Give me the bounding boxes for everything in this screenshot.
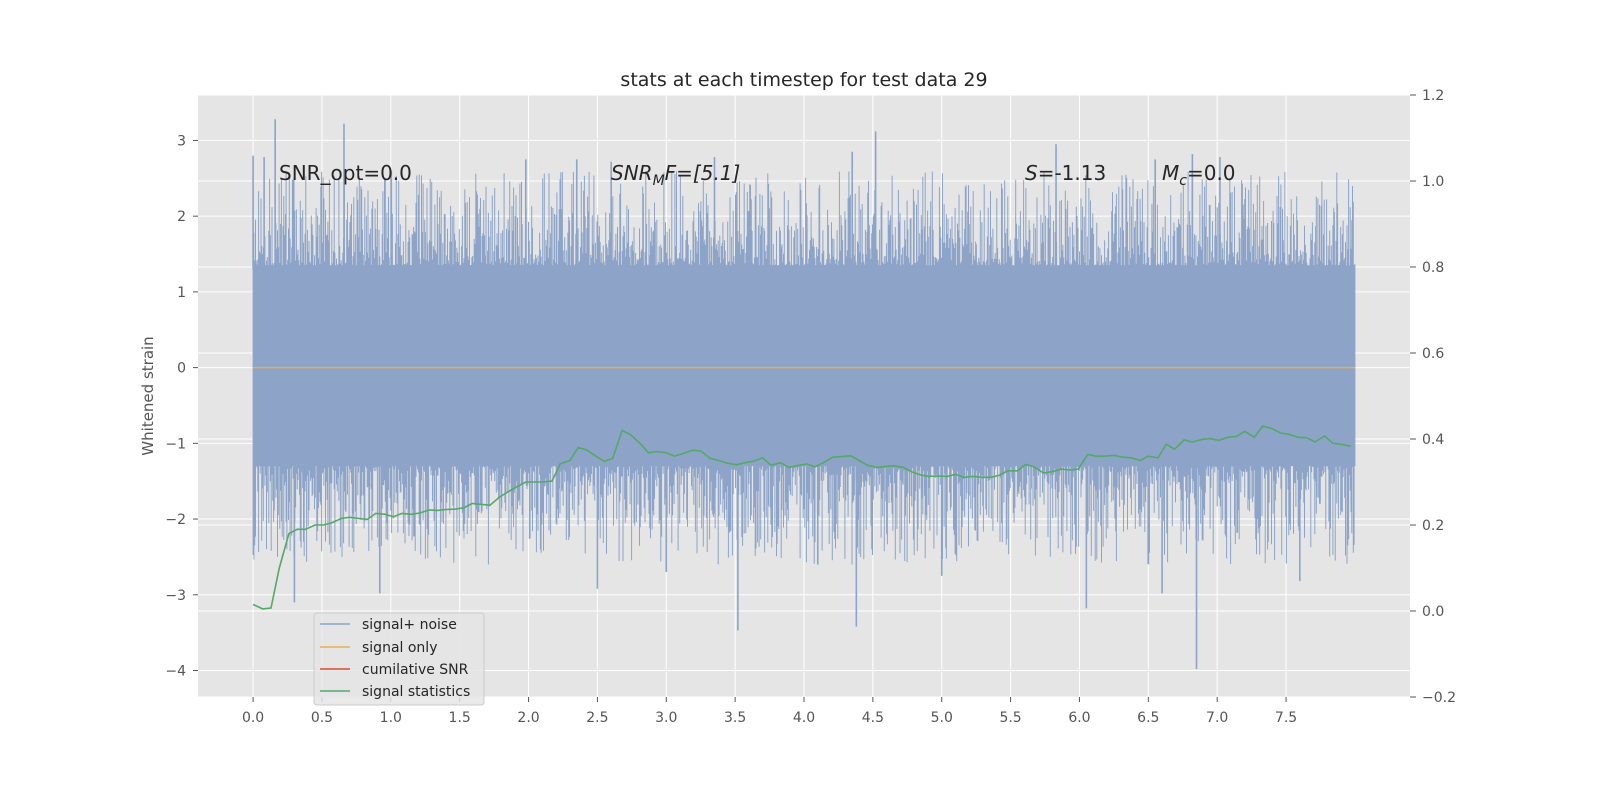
x-tick-label: 5.0: [931, 710, 953, 726]
snr-mf-main: SNR: [611, 161, 653, 185]
y-axis-left: −4 −3 −2 −1 0 1 2 3: [165, 133, 198, 679]
annotation-snr-opt: SNR_opt=0.0: [279, 161, 412, 185]
legend-label-noise: signal+ noise: [362, 617, 457, 633]
x-tick-label: 7.5: [1275, 710, 1297, 726]
y2-tick-label: 1.2: [1422, 88, 1444, 104]
y-tick-label: 3: [177, 133, 186, 149]
legend-box: [313, 612, 485, 706]
y2-tick-label: 1.0: [1422, 174, 1444, 190]
y-tick-label: −2: [165, 512, 186, 528]
y2-tick-label: 0.4: [1422, 432, 1444, 448]
mc-subscript: c: [1179, 173, 1187, 189]
legend-label-signal: signal only: [362, 640, 437, 656]
x-tick-label: 4.5: [862, 710, 884, 726]
y-tick-label: −3: [165, 588, 186, 604]
annotation-snr-mf: SNRMF=[5.1]: [611, 161, 740, 189]
x-tick-label: 6.0: [1068, 710, 1090, 726]
annotation-s: S=-1.13: [1025, 161, 1106, 185]
series-signal-statistics-line: [252, 425, 1351, 610]
y-tick-label: −1: [165, 436, 186, 452]
snr-mf-tail: F=[5.1]: [665, 161, 741, 185]
x-tick-label: 0.5: [311, 710, 333, 726]
legend-label-statistics: signal statistics: [362, 684, 470, 700]
x-tick-label: 3.5: [724, 710, 746, 726]
y-tick-label: 1: [177, 285, 186, 301]
x-tick-label: 6.5: [1137, 710, 1159, 726]
y2-tick-label: 0.8: [1422, 260, 1444, 276]
y-tick-label: 0: [177, 361, 186, 377]
x-tick-label: 7.0: [1206, 710, 1228, 726]
mc-value: =0.0: [1187, 161, 1236, 185]
legend: signal+ noise signal only cumilative SNR…: [313, 612, 485, 706]
annotation-mc: Mc=0.0: [1162, 161, 1236, 189]
y-tick-label: −4: [165, 663, 186, 679]
x-tick-label: 5.5: [999, 710, 1021, 726]
y-axis-label: Whitened strain: [139, 336, 157, 455]
y-axis-right: −0.2 0.0 0.2 0.4 0.6 0.8 1.0 1.2: [1410, 88, 1456, 706]
x-tick-label: 3.0: [655, 710, 677, 726]
snr-mf-subscript: M: [653, 173, 665, 189]
y-tick-label: 2: [177, 209, 186, 225]
mc-variable: M: [1162, 161, 1179, 185]
y2-tick-label: 0.2: [1422, 518, 1444, 534]
x-tick-label: 1.5: [449, 710, 471, 726]
chart-title: stats at each timestep for test data 29: [620, 69, 987, 91]
x-tick-label: 2.0: [517, 710, 539, 726]
y2-tick-label: −0.2: [1422, 690, 1456, 706]
x-tick-label: 0.0: [242, 710, 264, 726]
y2-tick-label: 0.6: [1422, 346, 1444, 362]
s-value: =-1.13: [1038, 161, 1107, 185]
x-tick-label: 4.0: [793, 710, 815, 726]
legend-label-cumulative: cumilative SNR: [362, 662, 469, 678]
x-axis: 0.0 0.5 1.0 1.5 2.0 2.5 3.0 3.5 4.0 4.5 5.0 5.5 6.0 6…: [242, 697, 1297, 726]
s-variable: S: [1025, 161, 1038, 185]
x-tick-label: 2.5: [586, 710, 608, 726]
y2-tick-label: 0.0: [1422, 604, 1444, 620]
x-tick-label: 1.0: [380, 710, 402, 726]
